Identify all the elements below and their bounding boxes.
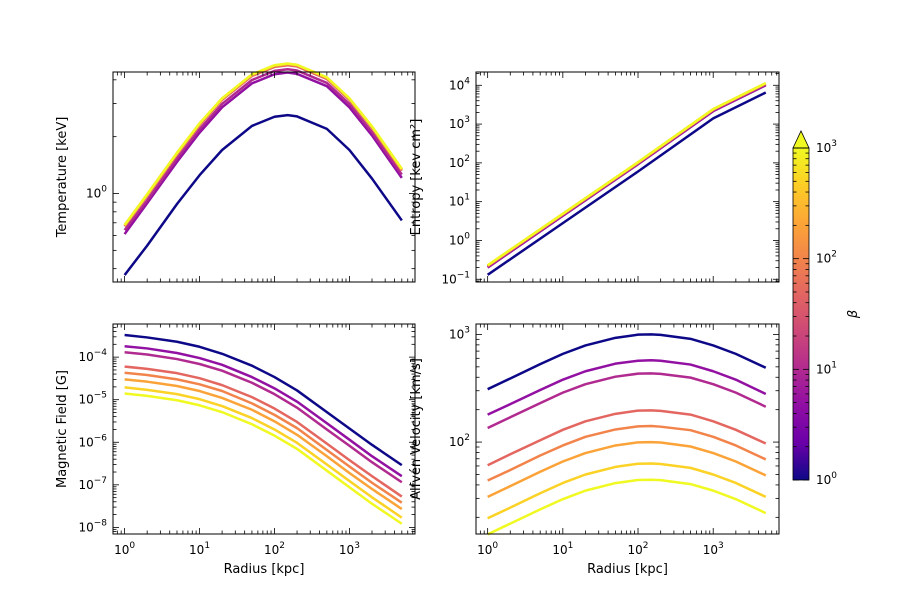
y-tick-label: 103: [449, 115, 470, 131]
x-ticks: [475, 324, 778, 534]
axes-frame: [112, 323, 416, 535]
y-axis-label: Temperature [keV]: [55, 117, 70, 239]
y-tick-label: 10−1: [441, 270, 470, 286]
series-line-beta-1000: [124, 392, 403, 525]
series-line-beta-100: [124, 371, 403, 504]
temperature-panel: 100 Temperature [keV]: [55, 62, 416, 283]
y-tick-label: 10−5: [78, 391, 107, 407]
series-line-beta-200: [487, 440, 767, 498]
series-line-beta-100: [123, 62, 403, 226]
colorbar-frame: [792, 147, 810, 481]
entropy-panel: 10−1 100 101 102 103 104 Entropy [kev cm²]: [409, 71, 780, 286]
y-ticks: [476, 73, 779, 282]
series-line-beta-1000: [123, 62, 403, 226]
y-ticks: [476, 334, 779, 518]
series-line-beta-50: [123, 63, 403, 228]
x-axis-label: Radius [kpc]: [587, 562, 668, 577]
series-line-beta-500: [487, 462, 767, 520]
colorbar-tick-label: 100: [816, 471, 837, 487]
y-tick-label: 10−7: [78, 476, 107, 492]
series-line-beta-10: [123, 68, 403, 231]
y-tick-labels: 10−8 10−7 10−6 10−5 10−4: [78, 348, 107, 534]
y-tick-label: 10−8: [78, 518, 107, 534]
series-line-beta-1000: [487, 478, 767, 536]
x-tick-label: 100: [114, 541, 135, 557]
x-tick-label: 102: [628, 541, 649, 557]
series-line-beta-200: [124, 378, 403, 511]
y-tick-label: 102: [449, 433, 470, 449]
y-tick-label: 102: [449, 154, 470, 170]
alfven-velocity-panel: 102 103 100 101 102 103 Alfvén Velocity [km/s]…: [409, 323, 780, 577]
colorbar-tick-label: 103: [816, 139, 837, 155]
y-tick-labels: 102 103: [449, 325, 470, 449]
series-line-beta-1000: [486, 81, 767, 267]
y-axis-label: Alfvén Velocity [km/s]: [409, 358, 424, 500]
y-tick-label: 100: [449, 231, 470, 247]
y-tick-label: 10−4: [78, 348, 107, 364]
series-line-beta-1: [123, 113, 403, 276]
x-tick-label: 101: [189, 541, 210, 557]
y-ticks: [113, 79, 415, 270]
x-tick-label: 103: [703, 541, 724, 557]
x-ticks: [112, 324, 414, 534]
x-tick-labels: 100 101 102 103: [477, 541, 724, 557]
colorbar-label: β: [846, 310, 861, 319]
colorbar-tick-label: 102: [816, 250, 837, 266]
series-line-beta-1: [124, 333, 403, 467]
y-tick-label: 101: [449, 193, 470, 209]
y-tick-label: 104: [449, 76, 470, 92]
series-line-beta-50: [486, 82, 767, 268]
colorbar-extend-arrow: [792, 130, 810, 149]
axes-frame: [112, 71, 416, 283]
y-tick-label: 103: [449, 325, 470, 341]
x-ticks: [112, 72, 414, 282]
y-axis-label: Entropy [kev cm²]: [409, 119, 424, 236]
y-tick-labels: 10−1 100 101 102 103 104: [441, 76, 470, 286]
series-line-beta-10: [124, 351, 403, 484]
magnetic-field-panel: 10−8 10−7 10−6 10−5 10−4 100 101 102 103 Magnetic…: [55, 323, 416, 577]
x-axis-label: Radius [kpc]: [224, 562, 305, 577]
series-line-beta-500: [123, 62, 403, 226]
series-line-beta-200: [123, 62, 403, 226]
series-line-beta-5: [487, 359, 767, 416]
series-line-beta-50: [124, 365, 403, 498]
y-tick-label: 10−6: [78, 433, 107, 449]
series-lines: [487, 333, 767, 536]
series-lines: [123, 62, 403, 276]
series-line-beta-100: [487, 424, 767, 482]
axes-frame: [475, 323, 780, 535]
series-line-beta-50: [487, 409, 767, 467]
series-lines: [486, 81, 767, 276]
y-tick-label: 100: [86, 185, 107, 201]
colorbar-gradient: [793, 148, 809, 480]
y-axis-label: Magnetic Field [G]: [55, 370, 70, 488]
axes-frame: [475, 71, 780, 283]
colorbar: 100 101 102 103 β: [792, 130, 861, 487]
y-tick-labels: 100: [86, 185, 107, 201]
series-line-beta-5: [124, 345, 403, 478]
x-tick-labels: 100 101 102 103: [114, 541, 360, 557]
series-line-beta-1: [487, 333, 767, 391]
series-line-beta-500: [124, 386, 403, 519]
y-ticks: [113, 326, 415, 535]
x-tick-label: 100: [477, 541, 498, 557]
series-lines: [124, 333, 403, 525]
x-tick-label: 102: [264, 541, 285, 557]
x-tick-label: 101: [552, 541, 573, 557]
series-line-beta-1: [486, 91, 767, 276]
series-line-beta-10: [487, 372, 767, 430]
series-line-beta-5: [123, 71, 403, 235]
colorbar-tick-label: 101: [816, 360, 837, 376]
x-tick-label: 103: [339, 541, 360, 557]
